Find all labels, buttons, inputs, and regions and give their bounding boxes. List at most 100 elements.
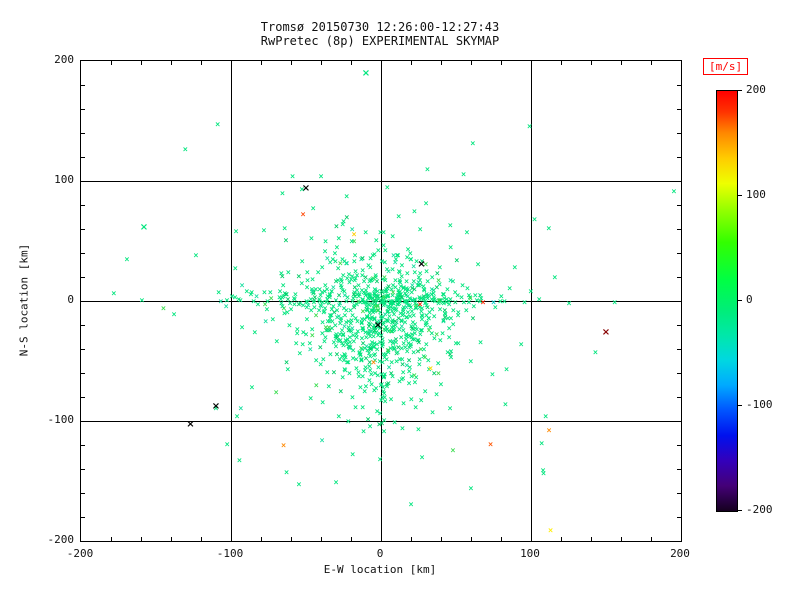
scatter-point: × (395, 293, 402, 302)
scatter-point: × (375, 295, 382, 304)
scatter-point: × (328, 305, 335, 314)
scatter-point: × (379, 292, 386, 301)
scatter-point: × (340, 341, 347, 350)
scatter-point: × (327, 311, 333, 320)
scatter-point: × (299, 340, 306, 349)
scatter-point: × (299, 185, 305, 194)
scatter-point: × (351, 283, 358, 292)
scatter-point: × (389, 372, 396, 381)
scatter-point: × (400, 307, 407, 316)
scatter-point: × (391, 418, 398, 427)
scatter-point: × (288, 305, 294, 314)
colorbar-tick-label: 0 (746, 293, 753, 306)
scatter-point: × (371, 339, 378, 348)
scatter-point: × (382, 293, 389, 302)
scatter-point: × (348, 275, 355, 284)
minor-tick (651, 61, 652, 65)
scatter-point: × (374, 287, 381, 296)
outlier-point: × (361, 68, 371, 80)
scatter-point: × (339, 373, 346, 382)
minor-tick (621, 537, 622, 541)
scatter-point: × (394, 296, 401, 305)
scatter-point: × (368, 344, 374, 352)
scatter-point: × (283, 290, 290, 299)
scatter-point: × (415, 338, 422, 347)
scatter-point: × (388, 369, 395, 378)
scatter-point: × (372, 301, 378, 310)
minor-tick (677, 373, 681, 374)
scatter-point: × (392, 283, 399, 292)
scatter-point: × (402, 289, 409, 298)
scatter-point: × (411, 268, 418, 277)
scatter-point: × (362, 363, 369, 372)
scatter-point: × (319, 288, 326, 297)
scatter-point: × (379, 393, 386, 402)
scatter-point: × (452, 288, 459, 297)
scatter-point: × (371, 386, 378, 395)
scatter-point: × (409, 281, 416, 290)
minor-tick (591, 61, 592, 65)
scatter-point: × (375, 292, 382, 301)
scatter-point: × (380, 297, 387, 306)
scatter-point: × (566, 299, 572, 308)
scatter-point: × (377, 409, 384, 418)
scatter-point: × (368, 313, 375, 322)
scatter-point: × (282, 290, 289, 299)
scatter-point: × (396, 290, 403, 299)
scatter-point: × (327, 350, 334, 359)
scatter-point: × (383, 316, 390, 325)
scatter-point: × (399, 311, 406, 320)
scatter-point: × (459, 281, 466, 290)
scatter-point: × (380, 241, 387, 250)
scatter-point: × (367, 294, 374, 303)
y-tick-label: 100 (54, 173, 74, 186)
minor-tick (81, 325, 85, 326)
scatter-point: × (341, 304, 348, 313)
scatter-point: × (400, 399, 407, 408)
scatter-point: × (385, 302, 392, 311)
scatter-point: × (380, 383, 386, 392)
scatter-point: × (378, 294, 385, 303)
scatter-point: × (324, 285, 330, 294)
scatter-point: × (436, 297, 442, 306)
scatter-point: × (322, 333, 329, 342)
scatter-point: × (405, 245, 412, 254)
scatter-point: × (341, 287, 348, 296)
scatter-point: × (385, 317, 391, 326)
scatter-point: × (232, 264, 239, 273)
scatter-point: × (313, 311, 320, 320)
scatter-point: × (359, 271, 366, 280)
scatter-point: × (376, 357, 383, 366)
scatter-point: × (419, 257, 426, 266)
scatter-point: × (377, 338, 384, 347)
scatter-point: × (326, 317, 333, 326)
scatter-point: × (503, 365, 510, 374)
scatter-point: × (389, 318, 396, 327)
scatter-point: × (360, 324, 367, 333)
scatter-point: × (409, 318, 416, 327)
y-tick-label: -100 (47, 413, 75, 426)
scatter-point: × (378, 396, 385, 405)
scatter-point: × (344, 274, 351, 283)
scatter-point: × (343, 297, 350, 306)
scatter-point: × (374, 306, 381, 315)
scatter-point: × (366, 290, 373, 299)
scatter-point: × (344, 335, 351, 344)
minor-tick (411, 61, 412, 65)
scatter-point: × (243, 287, 250, 296)
scatter-point: × (367, 314, 374, 323)
minor-tick (81, 229, 85, 230)
minor-tick (81, 469, 85, 470)
scatter-point: × (363, 333, 370, 342)
scatter-point: × (397, 282, 404, 291)
scatter-point: × (391, 325, 398, 334)
scatter-point: × (364, 306, 371, 315)
scatter-point: × (347, 343, 354, 352)
scatter-point: × (346, 369, 353, 378)
grid-line-y (81, 420, 681, 422)
scatter-point: × (325, 323, 332, 332)
scatter-point: × (403, 297, 410, 306)
scatter-point: × (419, 304, 425, 313)
scatter-point: × (311, 296, 318, 305)
scatter-point: × (363, 286, 369, 295)
